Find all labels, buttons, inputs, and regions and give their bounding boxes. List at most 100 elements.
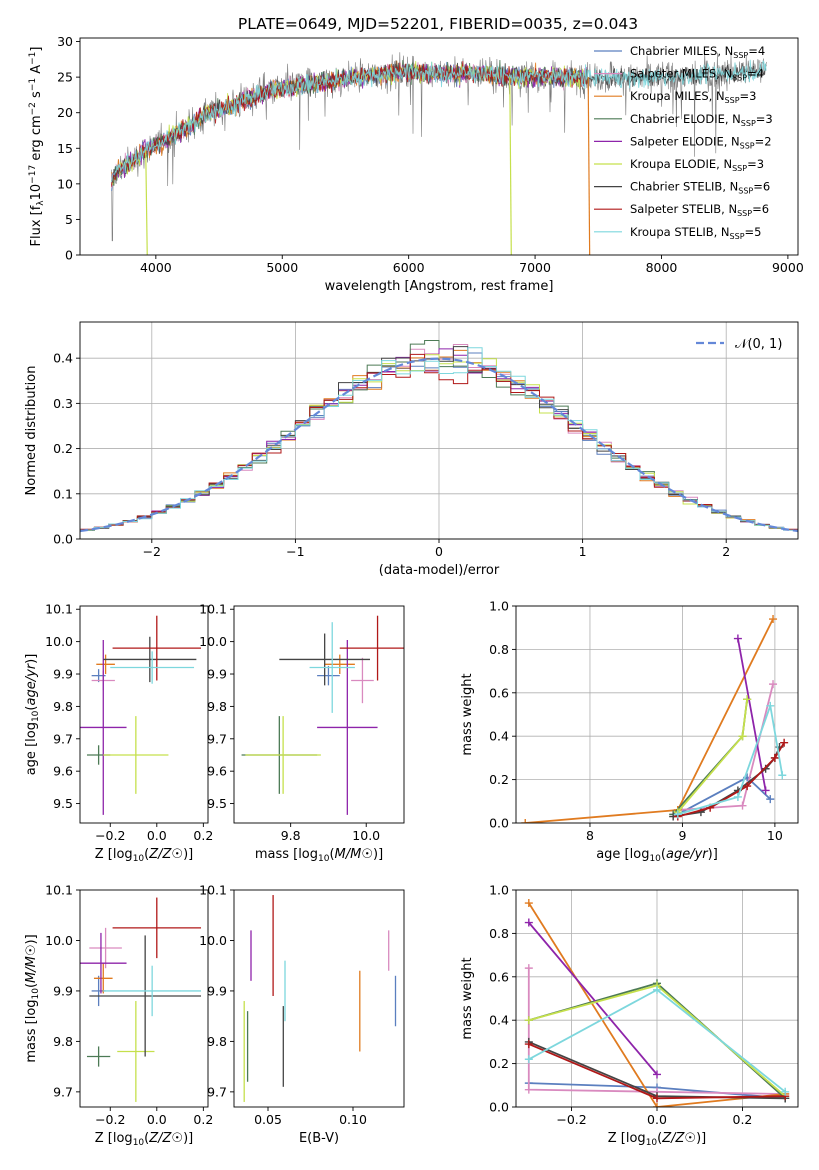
- age_vs_mass-y-tick-label: 9.8: [207, 699, 227, 714]
- mass_vs_ebv-x-axis-label: E(B-V): [299, 1131, 339, 1146]
- mass_vs_Z-errorbar-salpeter_stelib: [112, 897, 202, 959]
- mass_vs_Z-errorbar-chabrier_elodie: [86, 1046, 111, 1067]
- mass_vs_ebv-x-tick-label: 0.05: [254, 1112, 282, 1127]
- weight_vs_age-plot-frame: [515, 605, 799, 824]
- mass_vs_Z-x-axis-label: Z [log10(Z/Z☉)]: [95, 1131, 193, 1148]
- weight_vs_Z-marker-kroupa_miles: [524, 899, 533, 908]
- weight_vs_Z-marker-salpeter_miles: [524, 964, 533, 973]
- mass_vs_Z-x-tick-label: 0.2: [193, 1112, 213, 1127]
- weight_vs_age-marker-kroupa_stelib: [778, 771, 787, 780]
- figure-title: PLATE=0649, MJD=52201, FIBERID=0035, z=0…: [238, 15, 638, 33]
- weight_vs_age-y-tick-label: 0.6: [489, 685, 509, 700]
- age_vs_mass-x-axis-label: mass [log10(M/M☉)]: [255, 847, 383, 864]
- mass_vs_ebv-y-tick-label: 10.1: [199, 883, 227, 898]
- legend-label-salpeter_miles: Salpeter MILES, NSSP=4: [630, 67, 764, 83]
- weight_vs_Z-x-tick-label: 0.0: [647, 1112, 667, 1127]
- weight_vs_age-marker-chabrier_miles: [766, 795, 775, 804]
- weight_vs_age-line-salpeter_elodie: [737, 638, 767, 791]
- age_vs_mass-errorbar-kroupa_stelib: [309, 622, 355, 713]
- weight_vs_age-marker-kroupa_miles: [521, 819, 530, 823]
- residuals-frame: −2 −1 0 1 2 0.0 0.1 0.2 0.3 0.4 (data-model)/error…: [24, 321, 799, 578]
- spectrum-x-axis-label: wavelength [Angstrom, rest frame]: [325, 279, 554, 294]
- age_vs_Z-errorbar-kroupa_elodie: [103, 716, 169, 794]
- age_vs_mass-errorbar-salpeter_elodie: [317, 640, 378, 815]
- age_vs_mass-errorbar-kroupa_miles: [324, 654, 355, 675]
- age_vs_mass-errorbar-kroupa_elodie: [245, 716, 321, 794]
- weight_vs_Z-y-tick-label: 0.0: [489, 1100, 509, 1115]
- residuals-x-tick-label: −2: [143, 544, 161, 559]
- weight_vs_Z-marker-kroupa_stelib: [653, 985, 661, 994]
- age_vs_Z-y-tick-label: 10.1: [45, 602, 73, 617]
- weight_vs_age-marker-kroupa_stelib: [766, 701, 775, 710]
- age_vs_mass-frame: 9.8 10.0 9.5 9.6 9.7 9.8 9.9 10.0 10.1 mass [log1…: [199, 602, 405, 864]
- weight_vs_Z-x-tick-label: 0.2: [733, 1112, 753, 1127]
- mass_vs_Z-y-tick-label: 9.8: [53, 1034, 73, 1049]
- weight_vs_Z-y-tick-label: 0.2: [489, 1056, 509, 1071]
- legend-label-normal: 𝒩(0, 1): [735, 337, 782, 352]
- weight_vs_age-x-axis-label: age [log10(age/yr)]: [596, 847, 718, 864]
- spectrum-y-tick-label: 25: [57, 70, 73, 85]
- spectrum-series: [111, 52, 767, 255]
- residuals-y-axis-label: Normed distribution: [24, 366, 39, 496]
- age_vs_mass-y-tick-label: 10.1: [199, 602, 227, 617]
- residuals-y-tick-label: 0.1: [53, 486, 73, 501]
- weight_vs_Z-y-tick-label: 0.8: [489, 926, 509, 941]
- spectrum-y-tick-label: 15: [57, 141, 73, 156]
- weight_vs_Z-y-tick-label: 1.0: [489, 883, 509, 898]
- residuals-y-tick-label: 0.2: [53, 441, 73, 456]
- age_vs_Z-x-tick-label: −0.2: [95, 828, 125, 843]
- residuals-y-tick-label: 0.4: [53, 351, 73, 366]
- weight_vs_Z-x-axis-label: Z [log10(Z/Z☉)]: [608, 1131, 706, 1148]
- age_vs_Z-errorbar-kroupa_miles: [96, 654, 115, 675]
- weight_vs_age-x-tick-label: 9: [678, 828, 686, 843]
- mass_vs_ebv-y-tick-label: 9.8: [207, 1034, 227, 1049]
- mass_vs_Z-errorbar-kroupa_stelib: [103, 965, 202, 1017]
- age_vs_mass-errorbar-salpeter_miles: [351, 657, 374, 704]
- legend-label-kroupa_stelib: Kroupa STELIB, NSSP=5: [630, 225, 761, 241]
- weight_vs_age-series: [521, 615, 789, 823]
- mass_vs_ebv-points: [243, 895, 397, 1102]
- weight_vs_Z-series: [524, 899, 790, 1107]
- weight_vs_age-marker-kroupa_elodie: [743, 695, 752, 704]
- mass_vs_Z-x-tick-label: 0.0: [147, 1112, 167, 1127]
- age_vs_mass-y-tick-label: 9.5: [207, 796, 227, 811]
- spectrum-x-tick-label: 8000: [646, 260, 678, 275]
- residuals-y-tick-label: 0.0: [53, 532, 73, 547]
- legend-label-kroupa_elodie: Kroupa ELODIE, NSSP=3: [630, 157, 764, 173]
- weight_vs_Z-marker-salpeter_miles: [524, 1085, 533, 1094]
- spectrum-drop-kroupa_elodie: [509, 77, 512, 255]
- spectrum-x-tick-label: 6000: [393, 260, 425, 275]
- age_vs_mass-errorbar-salpeter_stelib: [339, 615, 404, 681]
- age_vs_Z-y-tick-label: 9.6: [53, 764, 73, 779]
- age_vs_Z-y-tick-label: 9.9: [53, 667, 73, 682]
- weight_vs_age-y-tick-label: 1.0: [489, 599, 509, 614]
- spectrum-y-tick-label: 20: [57, 105, 73, 120]
- weight_vs_age-marker-kroupa_stelib: [673, 810, 682, 819]
- weight_vs_Z-y-axis-label: mass weight: [460, 957, 475, 1039]
- legend-label-salpeter_elodie: Salpeter ELODIE, NSSP=2: [630, 134, 772, 150]
- age_vs_Z-errorbar-salpeter_stelib: [112, 615, 202, 681]
- age_vs_Z-y-tick-label: 9.8: [53, 699, 73, 714]
- weight_vs_Z-y-tick-label: 0.6: [489, 969, 509, 984]
- legend-label-chabrier_stelib: Chabrier STELIB, NSSP=6: [630, 180, 770, 196]
- weight_vs_age-axes: [516, 605, 798, 824]
- weight_vs_Z-marker-kroupa_stelib: [781, 1087, 790, 1096]
- weight_vs_age-marker-kroupa_elodie: [738, 732, 747, 741]
- weight_vs_Z-x-tick-label: −0.2: [556, 1112, 586, 1127]
- mass_vs_ebv-x-tick-label: 0.10: [339, 1112, 367, 1127]
- age_vs_mass-errorbar-chabrier_miles: [317, 665, 340, 686]
- mass_vs_Z-x-tick-label: −0.2: [95, 1112, 125, 1127]
- weight_vs_Z-line-salpeter_elodie: [528, 921, 658, 1076]
- age_vs_mass-y-tick-label: 9.9: [207, 667, 227, 682]
- age_vs_Z-errorbar-salpeter_elodie: [80, 640, 127, 815]
- mass_vs_ebv-plot-frame: [233, 889, 405, 1108]
- age_vs_mass-points: [241, 615, 404, 815]
- age_vs_mass-y-tick-label: 9.7: [207, 731, 227, 746]
- weight_vs_age-y-tick-label: 0.4: [489, 729, 509, 744]
- weight_vs_Z-y-tick-label: 0.4: [489, 1013, 509, 1028]
- spectrum-y-tick-label: 5: [65, 212, 73, 227]
- spectrum-drop-kroupa_miles: [587, 77, 591, 255]
- mass_vs_ebv-y-tick-label: 9.7: [207, 1084, 227, 1099]
- legend-label-salpeter_stelib: Salpeter STELIB, NSSP=6: [630, 202, 769, 218]
